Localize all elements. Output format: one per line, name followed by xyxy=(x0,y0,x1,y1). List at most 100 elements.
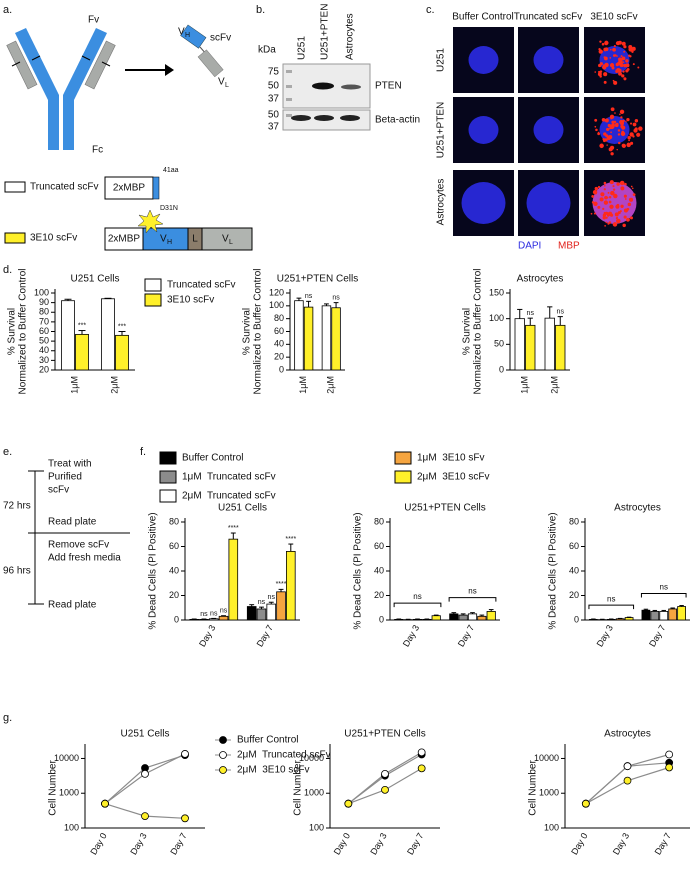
mbp-signal xyxy=(621,130,625,134)
mbp-signal xyxy=(597,205,601,209)
mbp-signal xyxy=(617,68,622,73)
y-tick-label: 80 xyxy=(39,307,49,317)
mbp-signal xyxy=(609,48,612,51)
mbp-signal xyxy=(630,141,634,145)
mbp-signal xyxy=(605,221,608,224)
point xyxy=(381,785,389,794)
bar xyxy=(467,613,478,621)
domain-label: V xyxy=(222,234,229,245)
legend-label: 2μM 3E10 scFv xyxy=(417,472,489,483)
point xyxy=(623,762,632,771)
ladder-band xyxy=(286,114,292,117)
chart-title: U251+PTEN Cells xyxy=(404,503,485,514)
y-axis-label: Cell Number xyxy=(48,760,59,816)
mbp-signal xyxy=(593,212,597,215)
chart-title: U251 Cells xyxy=(218,503,267,514)
mbp-signal xyxy=(615,194,618,197)
mbp-signal xyxy=(612,188,616,191)
step-text: Add fresh media xyxy=(48,553,121,564)
mbp-signal xyxy=(618,141,621,145)
vl-domain xyxy=(201,227,253,251)
mbp-signal xyxy=(637,66,640,69)
mbp-signal xyxy=(618,71,622,76)
mbp-signal xyxy=(634,127,638,131)
chart-title: Astrocytes xyxy=(604,729,651,740)
domain-label: V xyxy=(160,234,167,245)
bar xyxy=(266,603,277,621)
point xyxy=(623,776,632,785)
mbp-signal xyxy=(612,47,616,52)
significance: ns xyxy=(220,608,228,615)
bar xyxy=(458,614,468,621)
light-chain xyxy=(84,40,116,90)
mbp-signal xyxy=(603,184,606,187)
scfv-vl xyxy=(197,49,224,78)
x-tick-label: Day 3 xyxy=(401,623,421,648)
mbp-signal xyxy=(604,42,608,46)
bar xyxy=(668,608,678,621)
x-tick-label: Day 3 xyxy=(611,831,631,856)
mbp-signal xyxy=(610,152,614,156)
mbp-signal xyxy=(628,197,634,202)
legend-swatch xyxy=(159,489,177,503)
ladder-band xyxy=(286,98,292,101)
mbp-signal xyxy=(599,197,604,202)
mbp-signal xyxy=(594,71,597,73)
bar xyxy=(331,307,341,371)
mbp-signal xyxy=(590,212,593,215)
mbp-signal xyxy=(599,40,602,43)
interval-label: 96 hrs xyxy=(3,566,31,577)
mbp-signal xyxy=(603,188,606,191)
bar xyxy=(514,318,525,371)
y-tick-label: 20 xyxy=(274,352,284,362)
vl-label: V xyxy=(218,77,225,88)
panel-label: a. xyxy=(3,4,12,16)
y-tick-label: 10000 xyxy=(54,753,79,763)
y-axis-label: Cell Number xyxy=(528,760,539,816)
mbp-signal xyxy=(594,191,597,195)
chart-title: U251 Cells xyxy=(121,729,170,740)
y-tick-label: 40 xyxy=(374,565,384,575)
mbp-signal xyxy=(604,47,609,52)
mbp-signal xyxy=(617,129,621,132)
legend-label: 3E10 scFv xyxy=(167,295,214,306)
bar xyxy=(544,317,555,371)
mbp-signal xyxy=(621,143,626,148)
mbp-signal xyxy=(615,204,620,209)
x-tick-label: 1μM xyxy=(298,376,308,394)
chart-title: Astrocytes xyxy=(614,503,661,514)
point xyxy=(665,750,674,759)
significance: **** xyxy=(276,581,287,588)
panel-label: b. xyxy=(256,4,265,16)
vl-subscript: L xyxy=(225,82,229,89)
panel-label: d. xyxy=(3,264,12,276)
legend-swatch xyxy=(4,232,26,244)
legend-swatch xyxy=(394,470,412,484)
step-text: Read plate xyxy=(48,517,97,528)
nucleus xyxy=(592,182,637,224)
mbp-signal xyxy=(609,213,614,217)
mbp-signal xyxy=(621,41,626,46)
mbp-signal xyxy=(613,80,618,85)
y-tick-label: 30 xyxy=(39,355,49,365)
mbp-signal xyxy=(626,207,630,211)
y-tick-label: 60 xyxy=(274,326,284,336)
y-tick-label: 60 xyxy=(569,541,579,551)
nucleus xyxy=(533,116,564,144)
legend-label: 2μM 3E10 scFv xyxy=(237,765,309,776)
mbp-signal xyxy=(609,63,615,68)
x-tick-label: Day 7 xyxy=(255,623,275,648)
mbp-signal xyxy=(615,42,618,44)
mbp-signal xyxy=(613,44,616,48)
domain-tick xyxy=(81,55,91,61)
mbp-signal xyxy=(630,122,633,125)
mbp-signal xyxy=(593,201,598,207)
y-axis-label: Normalized to Buffer Control xyxy=(253,269,264,395)
fc-label: Fc xyxy=(92,145,103,156)
x-tick-label: Day 7 xyxy=(647,623,667,648)
series-line xyxy=(585,766,670,805)
mbp-signal xyxy=(611,120,615,124)
y-tick-label: 60 xyxy=(39,326,49,336)
step-text: scFv xyxy=(48,485,69,496)
mbp-signal xyxy=(617,133,621,136)
